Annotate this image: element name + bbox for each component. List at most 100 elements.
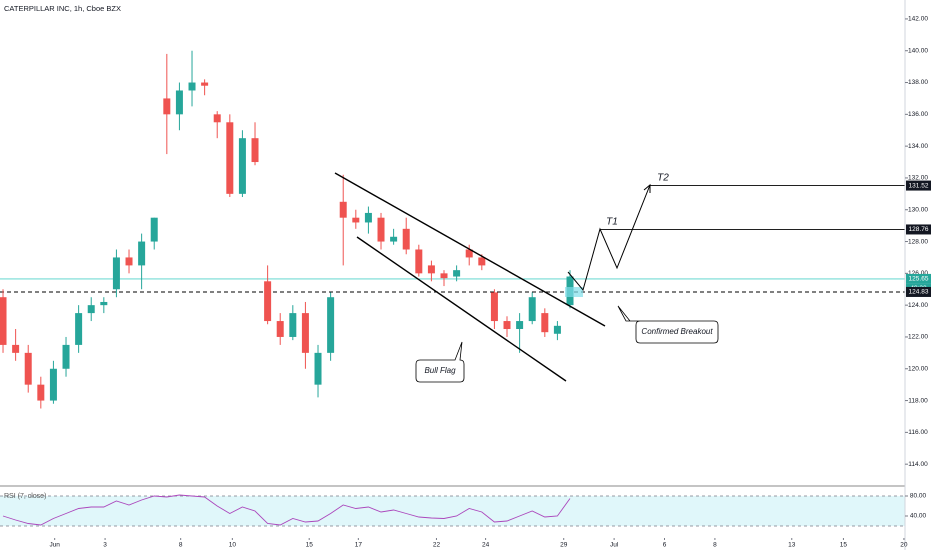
candle-body (478, 257, 486, 266)
candle-body (12, 344, 20, 353)
arrow-head (643, 183, 651, 193)
y-tick-label: 114.00 (908, 461, 928, 468)
candle-body (541, 313, 549, 333)
y-tick-label: 136.00 (908, 111, 928, 118)
candle-body (516, 321, 524, 330)
y-tick-label: 120.00 (908, 365, 928, 372)
x-tick-label: Jun (49, 542, 60, 549)
level-label: 128.76 (909, 226, 929, 233)
callout-box (617, 305, 719, 344)
candle-body (289, 313, 297, 337)
y-tick-label: 130.00 (908, 206, 928, 213)
y-tick-label: 134.00 (908, 143, 928, 150)
candle-body (490, 292, 498, 322)
candle-body (427, 265, 435, 274)
candle-body (75, 313, 83, 345)
target-path (567, 184, 651, 292)
candle-body (0, 297, 7, 345)
level-label-box (906, 273, 931, 284)
candle-body (62, 344, 70, 369)
candle-body (175, 90, 183, 115)
candle-body (339, 201, 347, 218)
candle-body (264, 281, 272, 322)
candle-body (37, 384, 45, 401)
x-tick-label: 13 (788, 542, 796, 549)
candle-body (390, 236, 398, 242)
candle-body (440, 273, 448, 279)
candle-body (327, 297, 335, 353)
candle-body (415, 249, 423, 274)
candle-body (352, 217, 360, 223)
candle-body (314, 352, 322, 385)
y-tick-label: 124.00 (908, 302, 928, 309)
level-label: 131.52 (909, 182, 929, 189)
y-tick-label: 140.00 (908, 47, 928, 54)
level-label-box (906, 180, 931, 191)
candle-body (226, 122, 234, 194)
candle-body (402, 228, 410, 250)
candle-body (201, 82, 209, 86)
x-tick-label: Jul (610, 542, 619, 549)
indicator-title: RSI (7, close) (4, 493, 46, 500)
y-tick-label: 138.00 (908, 79, 928, 86)
candle-body (301, 313, 309, 353)
annotation: T1 (606, 217, 618, 228)
x-tick-label: 15 (840, 542, 848, 549)
x-tick-label: 15 (306, 542, 314, 549)
x-tick-label: 20 (900, 542, 908, 549)
x-tick-label: 22 (433, 542, 441, 549)
y-tick-label: 126.00 (908, 270, 928, 277)
candle-body (100, 301, 108, 306)
level-label: 124.83 (909, 289, 929, 296)
y-tick-label: 118.00 (908, 397, 928, 404)
candle-body (138, 241, 146, 266)
rsi-line (2, 494, 571, 526)
candle-body (163, 98, 171, 115)
candle-body (125, 257, 133, 266)
y-tick-label: 40.00 (910, 513, 927, 520)
y-tick-label: 132.00 (908, 175, 928, 182)
y-tick-label: 128.00 (908, 238, 928, 245)
x-tick-label: 3 (103, 542, 107, 549)
x-tick-label: 24 (482, 542, 490, 549)
candle-body (377, 217, 385, 242)
candle-body (87, 305, 95, 314)
annotation: T2 (657, 173, 669, 184)
y-tick-label: 116.00 (908, 429, 928, 436)
x-tick-label: 17 (355, 542, 363, 549)
chart-title: CATERPILLAR INC, 1h, Cboe BZX (4, 4, 121, 13)
flag-upper-line (334, 172, 606, 327)
candle-body (112, 257, 120, 290)
candle-body (213, 114, 221, 123)
level-label-box (906, 286, 931, 297)
breakout-zone (565, 287, 583, 297)
flag-lower-line (356, 236, 567, 382)
candle-body (453, 270, 461, 277)
candle-body (49, 368, 57, 401)
level-label: 125.65 (909, 276, 929, 283)
y-tick-label: 122.00 (908, 334, 928, 341)
x-tick-label: 6 (663, 542, 667, 549)
annotation: Bull Flag (424, 366, 456, 375)
rsi-band (0, 496, 905, 526)
candle-body (553, 325, 561, 334)
candle-body (238, 138, 246, 194)
y-tick-label: 80.00 (910, 493, 927, 500)
x-tick-label: 10 (229, 542, 237, 549)
candle-body (251, 138, 259, 163)
candle-body (188, 82, 196, 91)
candle-body (150, 217, 158, 242)
candle-body (24, 352, 32, 385)
annotation: Confirmed Breakout (641, 327, 713, 336)
candle-body (465, 249, 473, 258)
x-tick-label: 29 (560, 542, 568, 549)
candle-body (276, 321, 284, 337)
candle-body (528, 297, 536, 322)
candle-body (503, 321, 511, 330)
candle-body (364, 212, 372, 223)
level-label-box (906, 224, 931, 235)
x-tick-label: 8 (713, 542, 717, 549)
callout-box (415, 341, 465, 383)
